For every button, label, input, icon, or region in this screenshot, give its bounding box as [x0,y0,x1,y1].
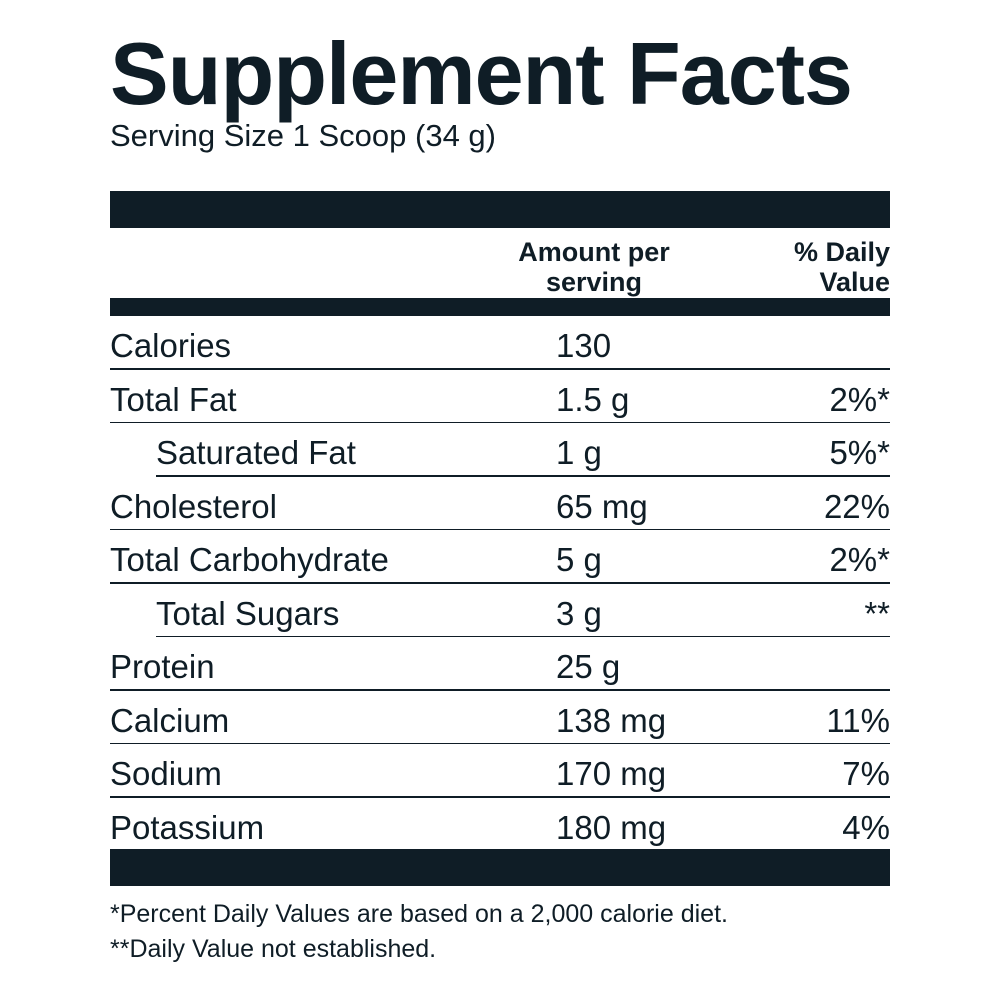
footnote-daily-values: *Percent Daily Values are based on a 2,0… [110,900,728,928]
nutrient-name: Cholesterol [110,487,277,525]
nutrient-daily-value: 4% [842,808,890,846]
nutrient-row-sodium: Sodium 170 mg 7% [110,744,890,798]
nutrient-name: Sodium [110,755,222,792]
nutrient-amount: 5 g [556,541,602,578]
nutrient-daily-value: 2%* [829,541,890,578]
nutrient-row-cholesterol: Cholesterol 65 mg 22% [110,477,890,531]
nutrient-amount: 138 mg [556,701,667,739]
label-title: Supplement Facts [110,24,853,123]
nutrient-row-total-sugars: Total Sugars 3 g ** [110,584,890,638]
nutrient-row-calories: Calories 130 [110,316,890,370]
nutrient-daily-value: ** [864,594,890,632]
nutrient-daily-value: 22% [823,487,890,525]
nutrient-name: Total Carbohydrate [110,541,389,578]
nutrient-amount: 130 [556,327,612,364]
nutrient-name: Calories [110,327,232,364]
nutrient-amount: 65 mg [556,487,648,525]
footnote-not-established: **Daily Value not established. [110,935,437,963]
footnotes: *Percent Daily Values are based on a 2,0… [110,897,728,967]
header-divider [110,298,890,316]
nutrient-name: Protein [110,648,215,685]
nutrient-name: Calcium [110,701,230,739]
nutrient-name: Total Sugars [156,594,340,632]
supplement-facts-label: Supplement Facts Serving Size 1 Scoop (3… [110,0,890,1000]
top-thick-divider [110,191,890,228]
nutrient-row-total-carbohydrate: Total Carbohydrate 5 g 2%* [110,530,890,584]
nutrient-daily-value: 2%* [829,380,890,418]
nutrient-name: Total Fat [110,380,237,418]
nutrient-name: Saturated Fat [156,434,356,471]
nutrient-daily-value: 11% [826,701,890,739]
nutrient-amount: 25 g [556,648,621,685]
amount-per-serving-header: Amount per serving [518,237,670,297]
nutrient-amount: 170 mg [556,755,667,792]
nutrient-amount: 3 g [556,594,602,632]
nutrient-row-calcium: Calcium 138 mg 11% [110,691,890,745]
nutrient-name: Potassium [110,808,265,846]
nutrient-row-total-fat: Total Fat 1.5 g 2%* [110,370,890,424]
bottom-thick-divider [110,849,890,886]
nutrient-amount: 1.5 g [556,380,630,418]
nutrient-row-saturated-fat: Saturated Fat 1 g 5%* [110,423,890,477]
nutrient-daily-value: 7% [842,755,890,792]
nutrient-table: Calories 130 Total Fat 1.5 g 2%* Saturat… [110,316,890,851]
nutrient-daily-value: 5%* [829,434,890,471]
nutrient-row-potassium: Potassium 180 mg 4% [110,798,890,852]
nutrient-amount: 180 mg [556,808,667,846]
nutrient-amount: 1 g [556,434,602,471]
daily-value-header: % Daily Value [793,237,890,297]
serving-size: Serving Size 1 Scoop (34 g) [110,118,496,153]
nutrient-row-protein: Protein 25 g [110,637,890,691]
